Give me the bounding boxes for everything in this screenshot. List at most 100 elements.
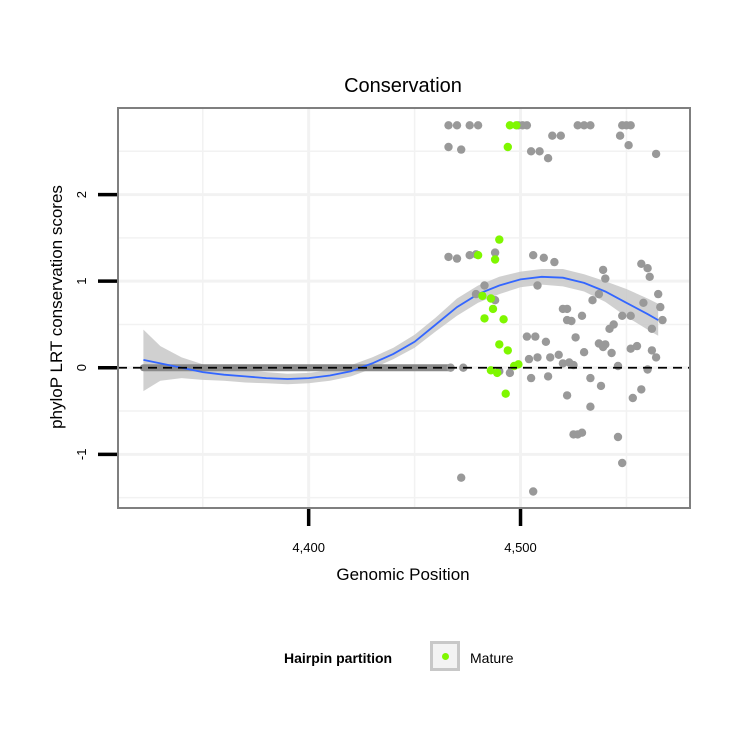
data-point [526,373,536,383]
data-point [643,264,652,273]
data-point [628,393,637,403]
data-point [601,340,610,349]
mature-point [503,346,512,355]
mature-point [493,368,502,378]
data-point [613,432,623,442]
data-point [639,298,648,307]
mature-point [473,251,483,260]
data-point [452,121,462,130]
data-point [541,337,551,346]
mature-point [480,314,489,323]
data-point [533,281,542,290]
mature-point [495,235,504,244]
data-point [480,281,489,290]
data-point [579,348,589,357]
data-point [594,289,604,299]
data-point [577,311,587,320]
data-point [529,251,538,260]
data-point [586,402,595,411]
data-point [490,248,500,257]
data-point [562,391,572,400]
mature-point [488,304,498,314]
mature-point [490,255,500,264]
data-point [618,458,627,468]
data-point [586,121,595,130]
y-tick-label: 2 [74,191,89,198]
legend-title: Hairpin partition [284,650,393,666]
data-point [550,257,559,267]
confidence-ribbon [143,269,659,392]
data-point [556,131,565,140]
data-point [651,353,661,362]
data-point [548,131,557,140]
data-point [643,365,652,374]
data-point [573,121,582,130]
mature-point [512,121,521,130]
data-point [543,372,553,381]
data-point [558,359,568,368]
data-point [615,131,625,140]
mature-point [495,340,504,349]
data-point [632,341,642,351]
y-tick-label: -1 [74,449,89,461]
data-point [577,428,587,437]
data-point [645,272,654,281]
data-point [473,121,483,130]
data-point [471,289,481,299]
data-point [658,315,667,325]
mature-point [486,366,496,375]
y-tick-label: 1 [74,278,89,285]
data-point [543,154,553,163]
data-point [609,320,618,329]
smooth-line [143,275,659,380]
x-tick-label: 4,400 [292,540,325,555]
data-point [656,302,665,312]
x-axis-label: Genomic Position [336,565,469,584]
data-point [654,289,663,299]
data-point [626,311,635,320]
data-point [535,147,544,156]
data-point [626,121,635,130]
mature-point [505,121,515,130]
data-point [524,354,534,364]
data-point [579,121,589,130]
data-point [554,350,563,359]
data-point [444,252,453,262]
data-point [626,344,635,353]
data-point [457,473,466,482]
data-point [647,346,657,355]
data-point [522,121,532,130]
data-point [457,145,466,154]
data-point [444,121,453,130]
data-point [571,333,580,342]
data-point [531,332,540,341]
data-point [596,381,606,391]
mature-point [501,389,510,398]
y-tick-label: 0 [74,364,89,371]
panel-border [117,107,691,509]
legend-label-mature: Mature [470,650,514,666]
data-point [601,274,610,283]
data-point [647,324,657,333]
plot-panel [117,107,691,509]
axes: -1 0 1 2 4,400 4,500 [74,191,537,555]
data-point [444,142,453,152]
data-point [588,296,597,305]
data-point [529,487,538,496]
data-point [526,147,536,156]
data-point [533,353,542,362]
panel-background [118,108,690,508]
data-point [613,361,623,371]
data-point [465,121,474,130]
mature-point [514,360,523,369]
data-point [539,253,548,262]
x-tick-label: 4,500 [504,540,537,555]
data-point [522,332,532,341]
data-point [505,368,515,378]
mature-point [503,142,512,152]
data-point [618,311,627,320]
data-point [567,316,576,326]
data-point [562,304,572,314]
data-point [607,348,616,358]
mature-point [486,294,496,303]
